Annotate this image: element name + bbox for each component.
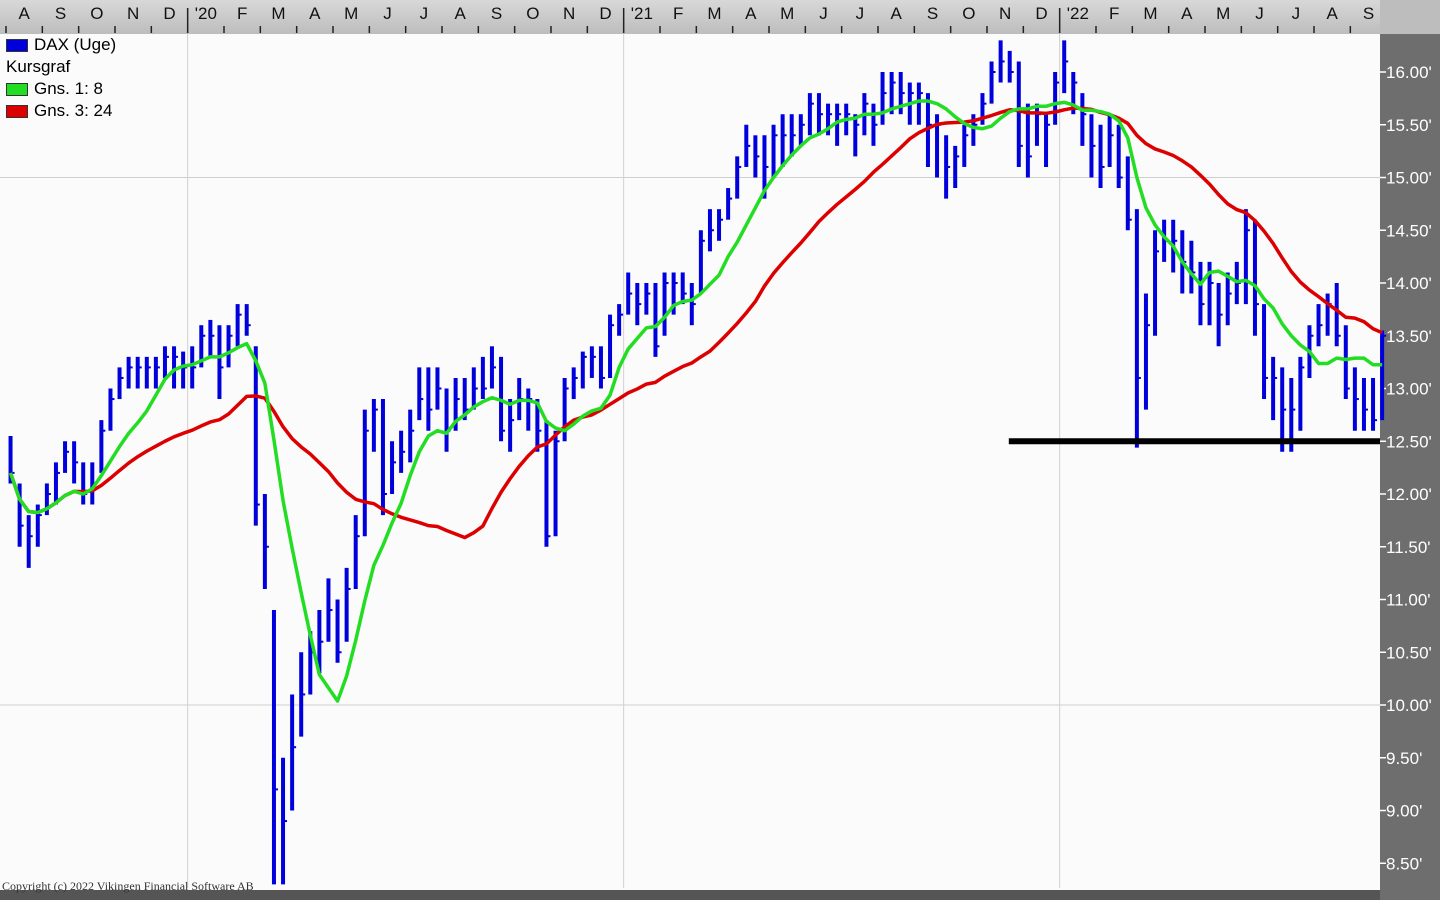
month-label: N (563, 4, 575, 23)
moving-average-line (8, 99, 1383, 703)
month-label: O (90, 4, 103, 23)
month-label: F (237, 4, 247, 23)
month-label: M (1216, 4, 1230, 23)
bottom-border (0, 890, 1380, 900)
month-label: F (673, 4, 683, 23)
legend-subtitle-text: Kursgraf (6, 57, 71, 76)
month-label: '21 (631, 4, 653, 23)
month-label: N (127, 4, 139, 23)
legend-label: Gns. 3: 24 (34, 101, 113, 120)
month-label: M (707, 4, 721, 23)
y-tick-label: 11.50' (1386, 538, 1431, 557)
month-label: J (383, 4, 392, 23)
y-tick-label: 9.50' (1386, 749, 1422, 768)
legend-subtitle: Kursgraf (6, 56, 116, 78)
month-label: J (1255, 4, 1264, 23)
month-label: D (599, 4, 611, 23)
legend-swatch-blue (6, 38, 28, 52)
legend-item-dax: DAX (Uge) (6, 34, 116, 56)
month-label: M (1143, 4, 1157, 23)
legend-label: Gns. 1: 8 (34, 79, 103, 98)
month-label: A (1326, 4, 1338, 23)
moving-average-line (8, 106, 1383, 540)
month-label: A (454, 4, 466, 23)
month-label: O (526, 4, 539, 23)
y-tick-label: 16.00' (1386, 63, 1432, 82)
y-tick-label: 15.50' (1386, 116, 1432, 135)
month-label: O (962, 4, 975, 23)
y-tick-label: 14.00' (1386, 274, 1432, 293)
axis-corner (1380, 0, 1440, 34)
month-label: S (491, 4, 502, 23)
legend-item-ma24: Gns. 3: 24 (6, 100, 116, 122)
month-label: M (344, 4, 358, 23)
legend-swatch-red (6, 104, 28, 118)
y-tick-label: 12.50' (1386, 432, 1432, 451)
y-tick-label: 11.00' (1386, 591, 1431, 610)
y-tick-label: 9.00' (1386, 802, 1422, 821)
y-tick-label: 10.50' (1386, 643, 1432, 662)
month-label: S (1363, 4, 1374, 23)
month-label: D (163, 4, 175, 23)
price-axis (1380, 34, 1440, 900)
month-label: F (1109, 4, 1119, 23)
legend-label: DAX (Uge) (34, 35, 117, 54)
y-tick-label: 15.00' (1386, 169, 1432, 188)
month-label: A (18, 4, 30, 23)
legend-item-ma8: Gns. 1: 8 (6, 78, 116, 100)
month-label: J (1292, 4, 1301, 23)
y-tick-label: 13.00' (1386, 380, 1432, 399)
month-label: '20 (195, 4, 217, 23)
month-label: A (1181, 4, 1193, 23)
y-tick-label: 8.50' (1386, 854, 1422, 873)
month-label: D (1035, 4, 1047, 23)
legend-swatch-green (6, 82, 28, 96)
month-label: J (856, 4, 865, 23)
y-tick-label: 12.00' (1386, 485, 1432, 504)
month-label: A (890, 4, 902, 23)
month-label: A (309, 4, 321, 23)
legend: DAX (Uge) Kursgraf Gns. 1: 8 Gns. 3: 24 (6, 34, 116, 122)
plot-area[interactable] (0, 34, 1380, 890)
month-label: J (819, 4, 828, 23)
month-label: A (745, 4, 757, 23)
month-label: M (780, 4, 794, 23)
y-tick-label: 13.50' (1386, 327, 1432, 346)
month-label: '22 (1067, 4, 1089, 23)
month-label: S (55, 4, 66, 23)
copyright: Copyright (c) 2022 Vikingen Financial So… (2, 879, 254, 893)
month-label: S (927, 4, 938, 23)
y-tick-label: 10.00' (1386, 696, 1432, 715)
month-label: M (271, 4, 285, 23)
y-tick-label: 14.50' (1386, 221, 1432, 240)
month-label: N (999, 4, 1011, 23)
month-label: J (420, 4, 429, 23)
